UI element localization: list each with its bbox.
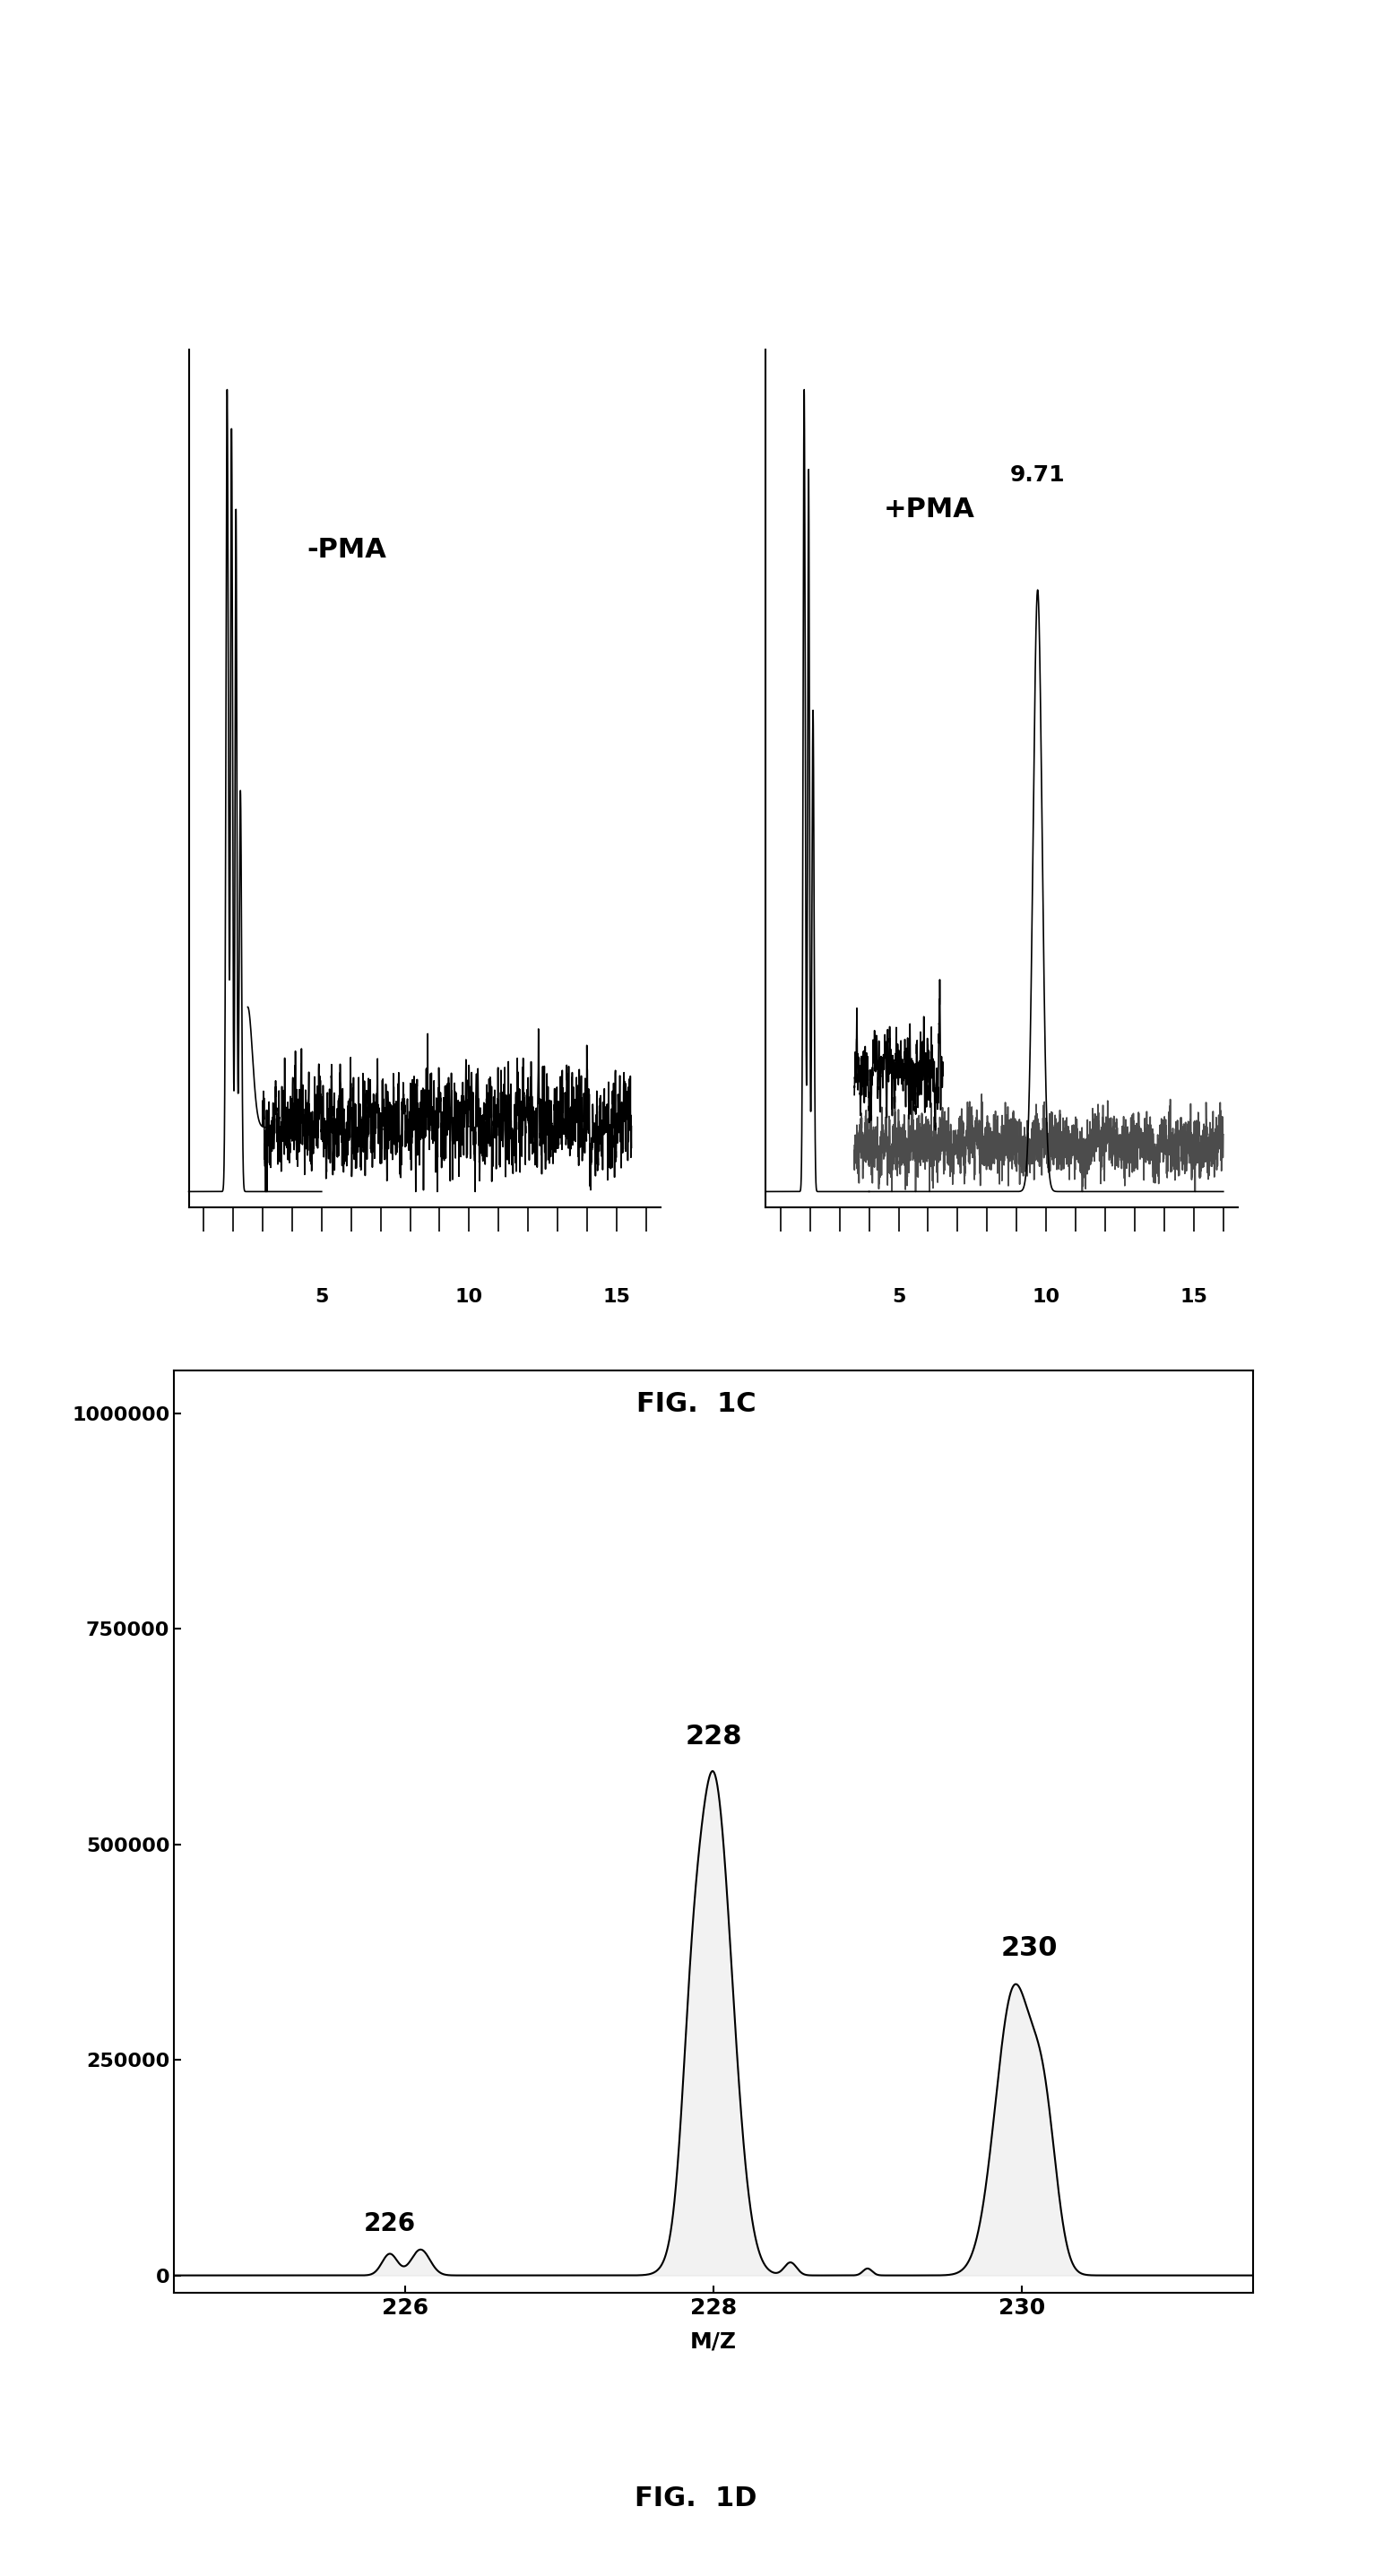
Text: 10: 10 — [1033, 1288, 1061, 1306]
Text: 5: 5 — [315, 1288, 329, 1306]
Text: +PMA: +PMA — [884, 497, 976, 523]
Text: 10: 10 — [455, 1288, 483, 1306]
Text: FIG.  1C: FIG. 1C — [636, 1391, 756, 1417]
Text: 15: 15 — [603, 1288, 631, 1306]
Text: 15: 15 — [1180, 1288, 1208, 1306]
X-axis label: M/Z: M/Z — [690, 2331, 736, 2352]
Text: 226: 226 — [363, 2213, 416, 2236]
Text: 228: 228 — [685, 1723, 742, 1749]
Text: 9.71: 9.71 — [1011, 464, 1065, 487]
Text: -PMA: -PMA — [306, 536, 387, 562]
Text: 230: 230 — [1001, 1935, 1058, 1960]
Text: 5: 5 — [892, 1288, 906, 1306]
Text: FIG.  1D: FIG. 1D — [635, 2486, 757, 2512]
